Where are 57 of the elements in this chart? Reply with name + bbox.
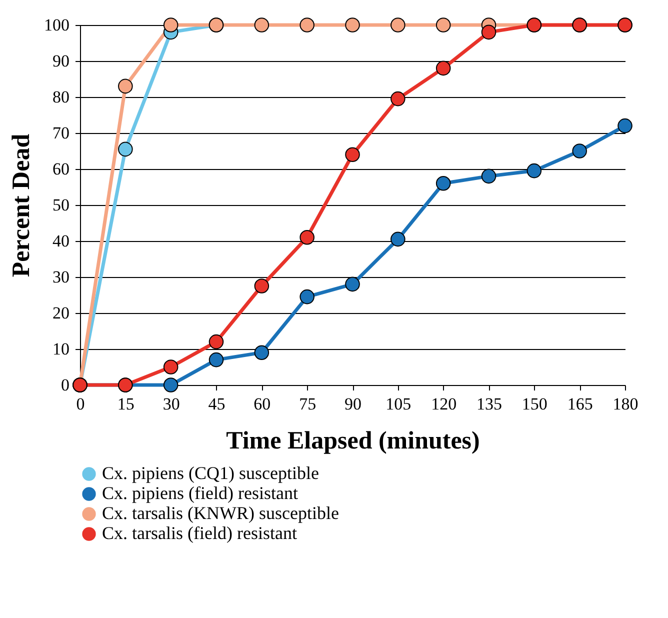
y-tick-label: 60: [52, 160, 70, 178]
point: [300, 289, 314, 304]
x-tick-label: 45: [208, 394, 226, 414]
point: [436, 18, 451, 32]
point: [118, 142, 133, 157]
y-tick-label: 0: [61, 376, 70, 394]
x-tick-label: 75: [299, 394, 316, 414]
point: [390, 91, 406, 106]
x-tick-label: 120: [431, 394, 457, 414]
point: [254, 345, 270, 360]
legend-label: Cx. pipiens (field) resistant: [102, 483, 298, 503]
point: [436, 176, 451, 191]
point: [618, 118, 632, 134]
x-tick-label: 150: [522, 394, 548, 414]
legend-label: Cx. tarsalis (field) resistant: [102, 523, 297, 543]
point: [300, 230, 314, 245]
point: [118, 78, 133, 94]
point: [254, 18, 270, 32]
point: [254, 278, 270, 294]
y-tick-label: 80: [52, 88, 70, 106]
x-tick-label: 165: [567, 394, 593, 414]
y-tick-label: 100: [44, 16, 70, 34]
x-tick-label: 15: [117, 394, 134, 414]
legend-label: Cx. pipiens (CQ1) susceptible: [102, 463, 319, 483]
point: [163, 18, 178, 32]
point: [481, 24, 496, 40]
x-axis-title: Time Elapsed (minutes): [226, 428, 480, 454]
point: [163, 378, 178, 392]
y-axis-title: Percent Dead: [8, 134, 35, 278]
point: [526, 163, 542, 178]
point: [208, 334, 224, 350]
x-tick-label: 30: [162, 394, 180, 414]
point: [436, 60, 451, 76]
point: [572, 144, 587, 158]
legend-label: Cx. tarsalis (KNWR) susceptible: [102, 503, 339, 523]
x-tick-label: 135: [476, 394, 502, 414]
point: [345, 276, 360, 292]
point: [300, 18, 314, 32]
x-tick-label: 60: [254, 394, 271, 414]
x-tick-label: 105: [386, 394, 412, 414]
x-tick-label: 0: [76, 394, 85, 414]
point: [208, 352, 224, 368]
point: [345, 147, 360, 162]
point: [390, 232, 406, 247]
point: [345, 18, 360, 32]
y-tick-label: 90: [52, 52, 70, 70]
y-tick-label: 70: [52, 124, 70, 142]
point: [390, 18, 406, 32]
y-tick-label: 20: [52, 304, 70, 322]
y-tick-label: 10: [52, 340, 70, 358]
x-tick-label: 180: [612, 394, 638, 414]
x-tick-label: 90: [344, 394, 362, 414]
y-tick-label: 30: [52, 268, 70, 286]
point: [481, 168, 496, 184]
y-tick-label: 40: [52, 232, 70, 250]
y-tick-label: 50: [52, 196, 70, 214]
point: [163, 360, 178, 374]
